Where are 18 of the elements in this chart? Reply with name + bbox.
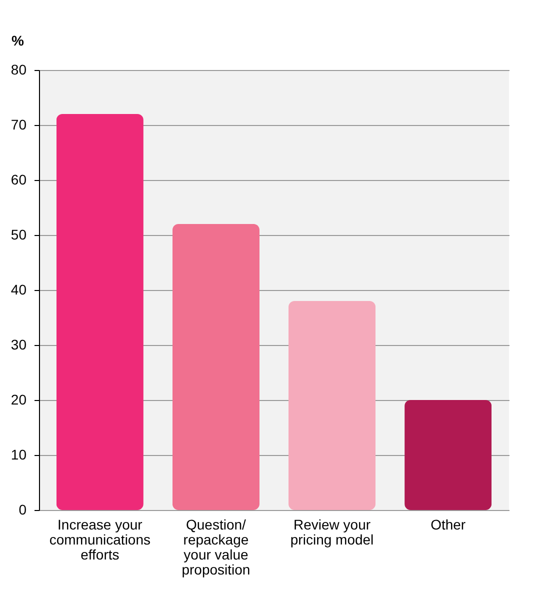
y-tick-label: 40 xyxy=(10,282,27,298)
bar xyxy=(172,224,260,510)
y-tick-label: 20 xyxy=(10,392,27,408)
x-tick-label: Increase your communications efforts xyxy=(49,516,151,562)
y-tick-label: 50 xyxy=(10,226,27,242)
bar xyxy=(288,301,376,510)
x-tick-label: Review your pricing model xyxy=(290,516,374,548)
x-tick-label: Question/ repackage your value proposition xyxy=(182,516,250,578)
y-tick-label: 60 xyxy=(10,172,27,188)
y-tick-label: 70 xyxy=(10,116,27,132)
y-axis-title: % xyxy=(12,32,24,48)
x-tick-label: Other xyxy=(430,516,466,532)
y-tick-label: 80 xyxy=(10,62,27,78)
y-tick-label: 0 xyxy=(18,502,27,518)
y-tick-label: 10 xyxy=(10,446,27,462)
bar xyxy=(56,114,144,510)
y-tick-label: 30 xyxy=(10,336,27,352)
bar xyxy=(404,400,492,510)
